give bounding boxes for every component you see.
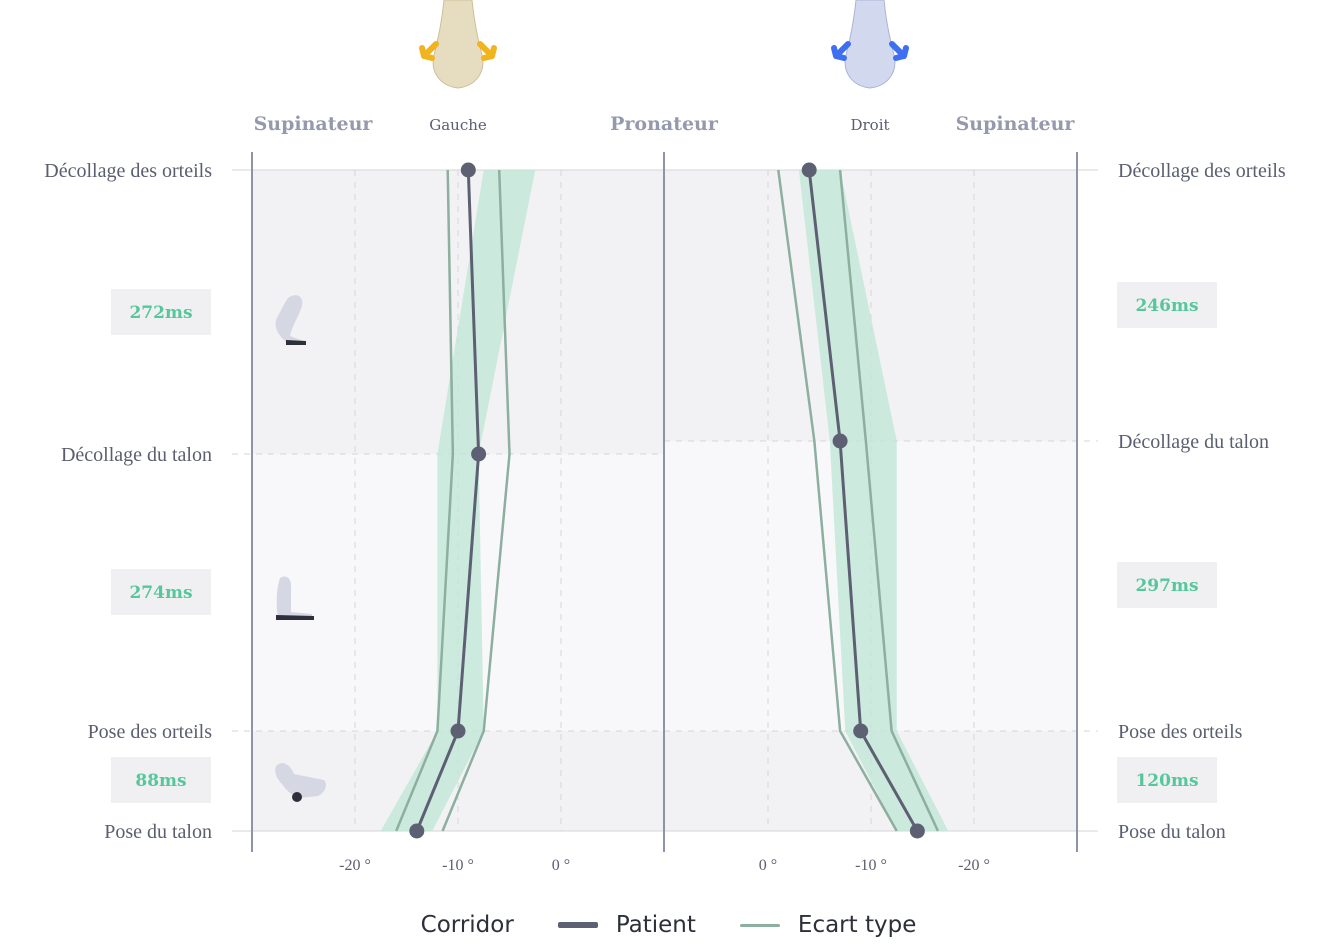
right-x-tick-label: -20 °	[958, 857, 990, 874]
left-patient-point	[450, 723, 466, 739]
left-patient-point	[460, 162, 476, 178]
gait-chart: -20 ° -10 ° 0 ° Décollage des orteils Décoll…	[44, 0, 1286, 874]
right-duration-box	[1117, 757, 1217, 803]
left-patient-point	[409, 823, 425, 839]
left-phase-label: Pose du talon	[104, 821, 212, 843]
left-heel-icon	[419, 0, 497, 89]
right-patient-point	[801, 162, 817, 178]
right-phase-label: Pose du talon	[1118, 821, 1226, 843]
right-patient-line	[807, 169, 919, 832]
right-phase-label: Pose des orteils	[1118, 721, 1243, 743]
right-patient-point	[832, 433, 848, 449]
legend-std[interactable]: Ecart type	[739, 912, 917, 938]
left-patient-point	[471, 446, 487, 462]
heel-off-foot-icon	[276, 576, 314, 620]
left-patient-line	[415, 169, 481, 832]
header-right-foot: Droit	[850, 116, 889, 134]
right-patient-point	[909, 823, 925, 839]
right-phase-label: Décollage des orteils	[1118, 160, 1286, 182]
right-x-tick-label: 0 °	[759, 857, 777, 874]
right-duration-box	[1117, 562, 1217, 608]
legend: Corridor Patient Ecart type	[0, 912, 1337, 938]
right-heel-icon	[831, 0, 909, 89]
left-phase-label: Décollage des orteils	[44, 160, 212, 182]
legend-patient[interactable]: Patient	[557, 912, 696, 938]
legend-patient-swatch	[557, 922, 598, 928]
right-phase-label: Décollage du talon	[1118, 431, 1269, 453]
left-corridor-band	[380, 170, 536, 831]
legend-patient-label: Patient	[615, 912, 696, 938]
right-duration-label: 297ms	[1135, 576, 1198, 596]
left-duration-label: 272ms	[129, 303, 192, 323]
left-phase-label: Pose des orteils	[88, 721, 213, 743]
left-duration-label: 274ms	[129, 583, 192, 603]
left-duration-box	[111, 289, 211, 335]
left-std-line	[441, 169, 511, 832]
right-x-tick-label: -10 °	[855, 857, 887, 874]
legend-corridor-label: Corridor	[420, 912, 514, 938]
legend-std-label: Ecart type	[797, 912, 917, 938]
right-duration-box	[1117, 282, 1217, 328]
header-right-supinateur: Supinateur	[956, 113, 1076, 135]
left-x-tick-label: -10 °	[442, 857, 474, 874]
left-phase-label: Décollage du talon	[61, 444, 212, 466]
header-pronateur: Pronateur	[610, 113, 719, 135]
left-x-tick-label: -20 °	[339, 857, 371, 874]
right-std-line	[838, 169, 940, 832]
right-duration-label: 120ms	[1135, 771, 1198, 791]
right-patient-point	[853, 723, 869, 739]
left-duration-box	[111, 569, 211, 615]
right-std-line	[777, 169, 898, 832]
right-corridor-band	[798, 170, 949, 831]
heel-strike-foot-icon	[275, 763, 326, 802]
left-duration-label: 88ms	[135, 771, 186, 791]
toe-off-foot-icon	[275, 295, 306, 345]
left-x-tick-label: 0 °	[552, 857, 570, 874]
header-left-supinateur: Supinateur	[254, 113, 374, 135]
right-duration-label: 246ms	[1135, 296, 1198, 316]
legend-std-swatch	[739, 923, 780, 927]
header-left-foot: Gauche	[429, 116, 487, 134]
left-std-line	[395, 169, 455, 832]
legend-corridor[interactable]: Corridor	[421, 912, 514, 938]
left-duration-box	[111, 757, 211, 803]
